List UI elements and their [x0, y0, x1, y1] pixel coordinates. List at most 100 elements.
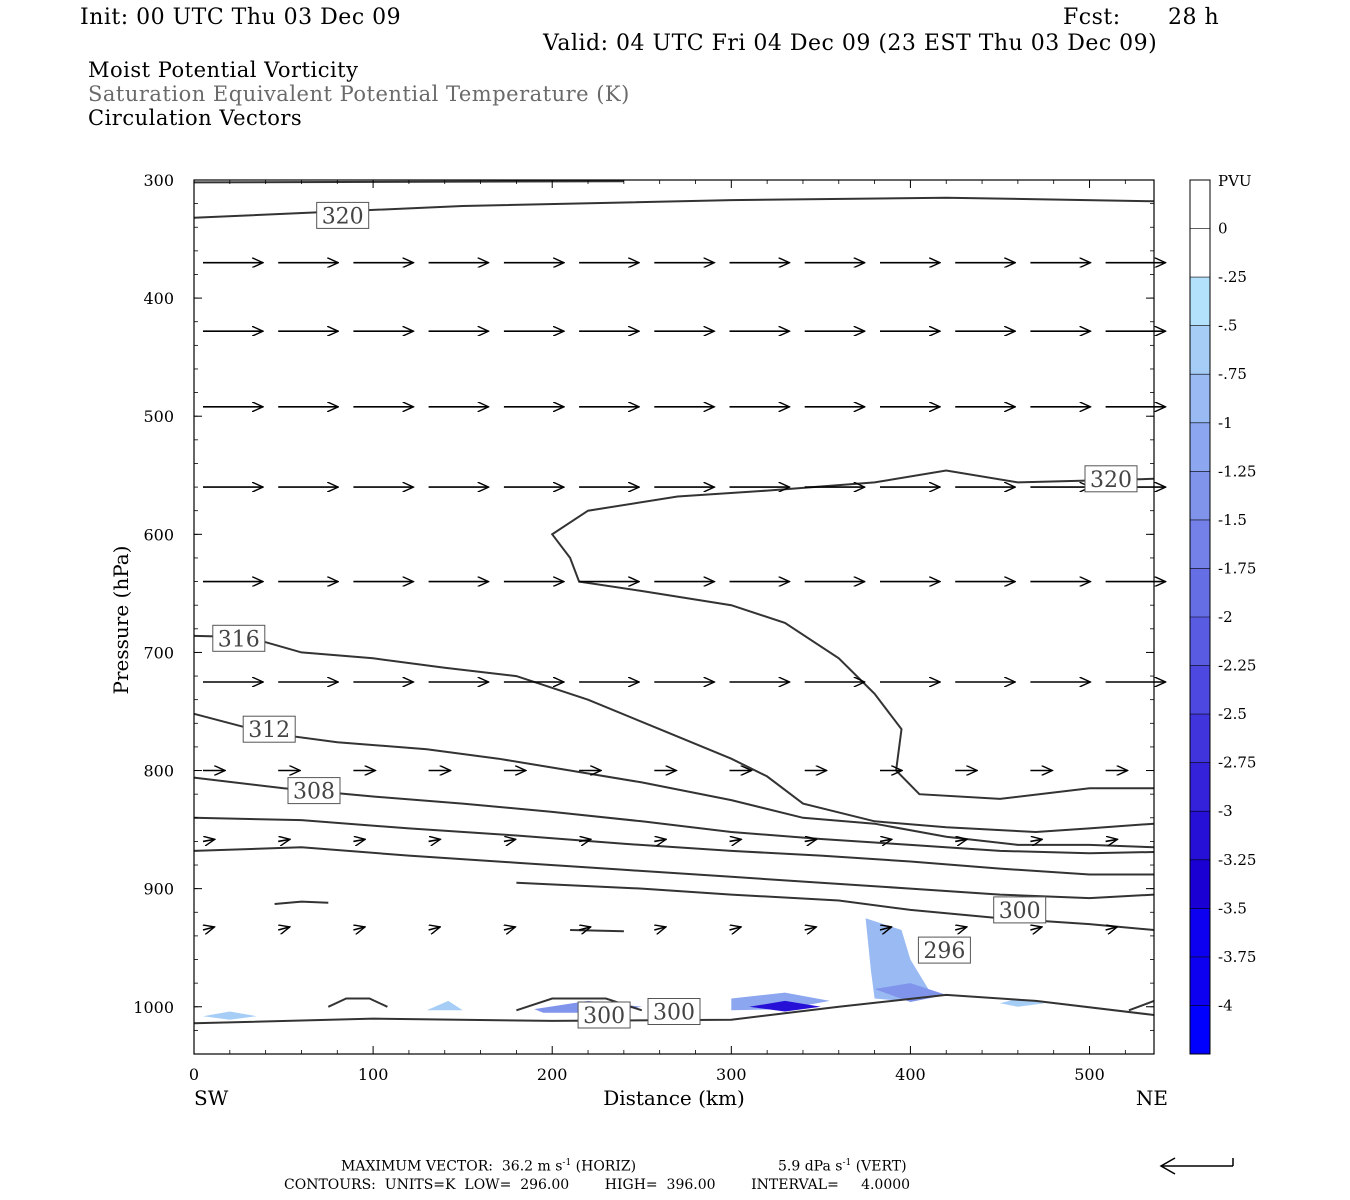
circulation-vector: [503, 839, 516, 841]
circulation-vector: [504, 927, 516, 930]
contour-label-box: [577, 1001, 631, 1029]
y-tick-label: 400: [143, 289, 174, 308]
x-tick-label: 400: [895, 1065, 926, 1084]
field-title-mpv: Moist Potential Vorticity: [88, 58, 359, 82]
circulation-vector-layer: [203, 263, 1166, 930]
contour-label-box: [242, 715, 296, 743]
theta-contour-308-5: [193, 776, 1155, 855]
pv-region-3: [749, 1000, 821, 1012]
theta-contour-small1-10: [274, 900, 329, 905]
theta-contour-layer: [193, 180, 1155, 1025]
colorbar-bin: [1190, 519, 1210, 569]
circulation-vector: [1105, 839, 1118, 841]
colorbar-label: -1: [1218, 414, 1233, 432]
circulation-vector: [805, 927, 817, 930]
x-tick-label: 0: [189, 1065, 199, 1084]
circulation-vector: [579, 927, 591, 930]
x-tick-label: 300: [716, 1065, 747, 1084]
circulation-vector: [278, 839, 290, 841]
colorbar-label: -2.75: [1218, 754, 1256, 772]
colorbar-bin: [1190, 811, 1210, 860]
colorbar-bin: [1190, 714, 1210, 763]
pv-region-5: [203, 1011, 257, 1020]
axis-layer: 300 400 500 600 700 800 900 1000 0 100 200 300 400 50…: [133, 171, 1154, 1084]
contour-label-box: [287, 777, 341, 805]
y-tick-label: 600: [143, 525, 174, 544]
colorbar-label: -2: [1218, 608, 1233, 626]
theta-contour-ground-9: [193, 993, 1155, 1025]
theta-contour-312-4: [193, 712, 1155, 849]
pv-region-0: [865, 918, 929, 1001]
circulation-vector: [880, 927, 892, 930]
circulation-vector: [429, 927, 441, 930]
theta-contour-300-8: [516, 881, 1155, 931]
circulation-vector: [353, 927, 365, 930]
contour-label-box: [1084, 465, 1138, 493]
colorbar-label: -.25: [1218, 268, 1247, 286]
y-tick-label: 700: [143, 643, 174, 662]
contour-label: 320: [1090, 468, 1132, 493]
contour-label-layer: 320 320 316 312 308 300 296 300 300: [212, 201, 1138, 1029]
theta-contour-320b-2: [550, 469, 1155, 800]
colorbar-bin: [1190, 956, 1210, 1006]
circulation-vector: [654, 839, 666, 841]
valid-time: Valid: 04 UTC Fri 04 Dec 09 (23 EST Thu …: [543, 31, 1158, 56]
colorbar-label: -2.5: [1218, 705, 1247, 723]
pv-region-6: [426, 1000, 463, 1011]
theta-contour-304-6: [193, 816, 1154, 876]
colorbar-label: -.75: [1218, 365, 1247, 383]
plot-frame: [193, 179, 1155, 1055]
colorbar-label: -3.25: [1218, 851, 1256, 869]
colorbar-label: -1.75: [1218, 559, 1256, 577]
x-endpoint-left: SW: [194, 1086, 229, 1110]
contour-label-box: [316, 201, 370, 229]
theta-contour-320-0: [193, 196, 1155, 219]
x-endpoint-right: NE: [1136, 1086, 1168, 1110]
x-tick-label: 200: [537, 1065, 568, 1084]
y-tick-label: 300: [143, 171, 174, 190]
y-tick-label: 1000: [133, 998, 174, 1017]
circulation-vector: [654, 927, 666, 930]
forecast-hour: 28 h: [1168, 5, 1220, 30]
theta-contour-small2-11: [570, 929, 624, 933]
contour-label-box: [917, 936, 971, 964]
field-title-theta: Saturation Equivalent Potential Temperat…: [88, 82, 630, 106]
x-axis-title: Distance (km): [603, 1086, 745, 1110]
colorbar-bin: [1190, 374, 1210, 423]
circulation-vector: [879, 839, 892, 841]
colorbar-bin: [1190, 228, 1210, 278]
colorbar-bin: [1190, 471, 1210, 520]
contour-label-box: [993, 896, 1047, 924]
circulation-vector: [1030, 839, 1042, 841]
circulation-vector: [730, 927, 742, 930]
colorbar-label: -3.5: [1218, 899, 1247, 917]
colorbar-bin: [1190, 277, 1210, 326]
contour-info: CONTOURS: UNITS=K LOW= 296.00 HIGH= 396.…: [284, 1177, 911, 1193]
theta-contour-316-3: [193, 634, 1155, 834]
theta-contour-small5-14: [1128, 999, 1155, 1012]
circulation-vector: [955, 927, 967, 930]
colorbar-label: -2.25: [1218, 657, 1256, 675]
y-tick-label: 800: [143, 762, 174, 781]
colorbar-label: 0: [1218, 220, 1228, 238]
init-time: Init: 00 UTC Thu 03 Dec 09: [80, 5, 402, 30]
forecast-label: Fcst:: [1063, 5, 1121, 30]
y-axis-title: Pressure (hPa): [109, 546, 133, 695]
colorbar-bin: [1190, 665, 1210, 715]
colorbar-bin: [1190, 859, 1210, 909]
circulation-vector: [428, 839, 441, 841]
colorbar-bin: [1190, 568, 1210, 617]
contour-label-box: [647, 998, 701, 1025]
x-tick-label: 500: [1074, 1065, 1105, 1084]
contour-label: 300: [999, 899, 1041, 924]
colorbar-bin: [1190, 908, 1210, 957]
colorbar-bin: [1190, 180, 1210, 229]
contour-label: 300: [653, 1001, 695, 1026]
pv-region-7: [1000, 998, 1045, 1007]
colorbar-bin: [1190, 762, 1210, 812]
theta-contour-small3-12: [327, 997, 388, 1008]
contour-label-box: [212, 624, 266, 652]
colorbar-label: -1.5: [1218, 511, 1247, 529]
contour-label: 296: [923, 939, 965, 964]
colorbar-label: -1.25: [1218, 462, 1256, 480]
